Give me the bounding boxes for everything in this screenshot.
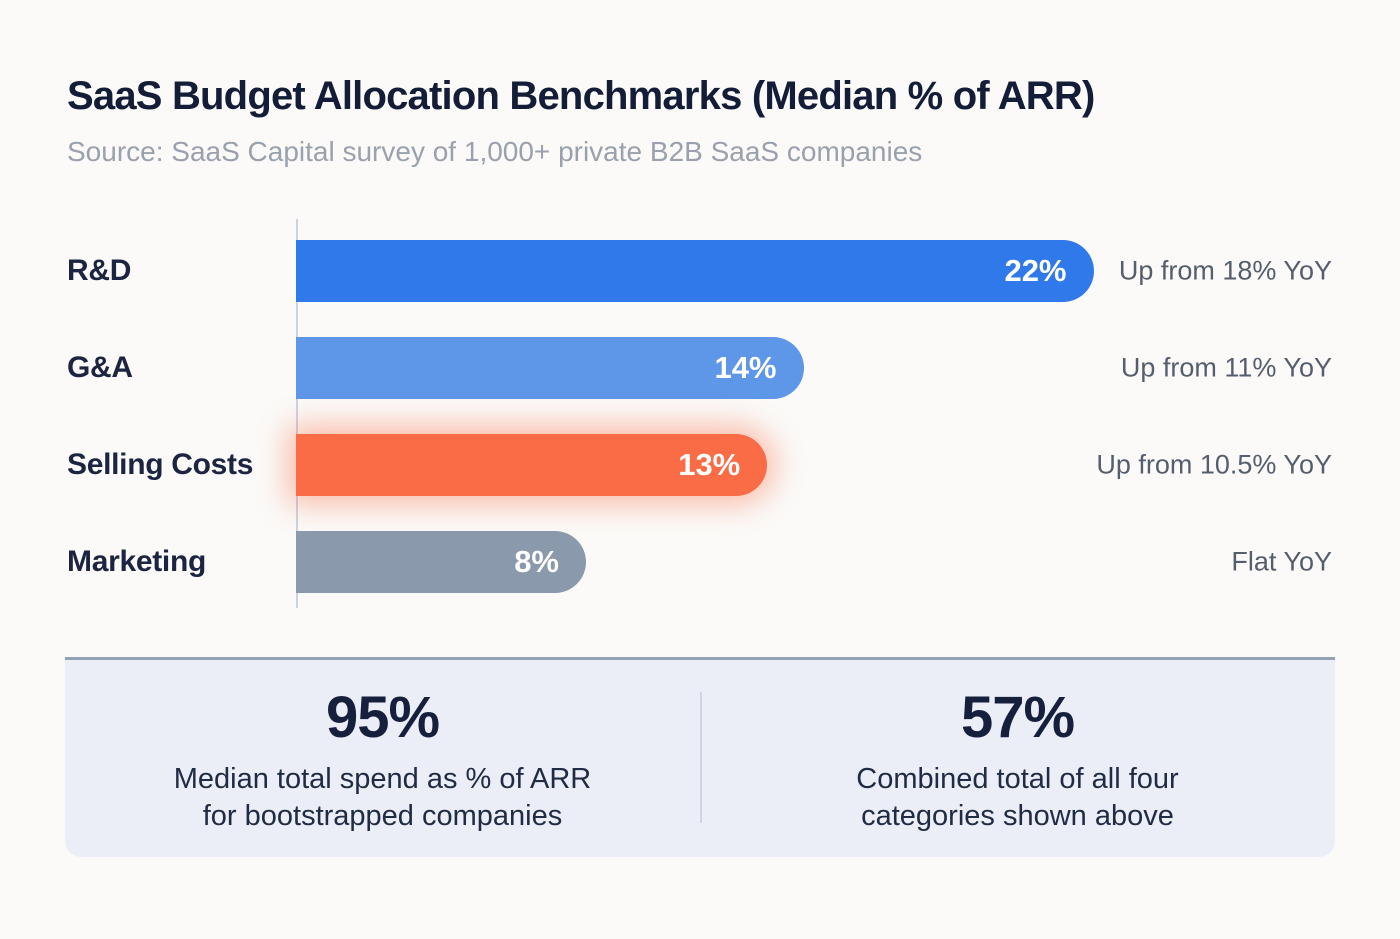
chart-row: Marketing 8% Flat YoY: [67, 513, 1332, 610]
category-label: R&D: [67, 253, 132, 287]
stat-caption-line: Combined total of all four: [856, 763, 1179, 795]
yoy-annotation: Up from 10.5% YoY: [1096, 449, 1332, 479]
category-label: G&A: [67, 350, 133, 384]
yoy-annotation: Up from 11% YoY: [1120, 352, 1332, 382]
stat-value: 57%: [960, 685, 1075, 750]
source-subtitle: Source: SaaS Capital survey of 1,000+ pr…: [67, 136, 923, 167]
yoy-annotation: Flat YoY: [1231, 546, 1332, 576]
chart-row: R&D 22% Up from 18% YoY: [67, 222, 1332, 319]
stats-container: 95% Median total spend as % of ARR for bo…: [65, 660, 1335, 857]
stat-caption-line: Median total spend as % of ARR: [173, 763, 592, 795]
stat-caption-line: categories shown above: [861, 800, 1174, 832]
stat-value: 95%: [325, 685, 440, 750]
bar: 22%: [296, 239, 1094, 302]
stat-caption: Median total spend as % of ARR for bootst…: [174, 761, 592, 835]
bar-value-label: 8%: [514, 543, 559, 579]
stat-caption: Combined total of all four categories sho…: [856, 761, 1178, 835]
chart-baseline: [296, 219, 298, 608]
bar-value-label: 13%: [678, 446, 741, 482]
chart-row: Selling Costs 13% Up from 10.5% YoY: [67, 416, 1332, 513]
category-label: Selling Costs: [67, 447, 254, 481]
bar-value-label: 22%: [1004, 252, 1067, 288]
budget-bar-chart: R&D 22% Up from 18% YoY G&A 14% Up from …: [67, 219, 1332, 610]
stats-divider: [700, 692, 702, 823]
bar-value-label: 14%: [714, 349, 777, 385]
yoy-annotation: Up from 18% YoY: [1118, 255, 1332, 285]
category-label: Marketing: [67, 544, 206, 578]
infographic-card: SaaS Budget Allocation Benchmarks (Media…: [65, 74, 1335, 857]
chart-row: G&A 14% Up from 11% YoY: [67, 319, 1332, 416]
bar: 14%: [296, 336, 804, 399]
chart-rows: R&D 22% Up from 18% YoY G&A 14% Up from …: [67, 222, 1332, 610]
summary-stats-panel: 95% Median total spend as % of ARR for bo…: [65, 657, 1335, 857]
page-title: SaaS Budget Allocation Benchmarks (Media…: [67, 74, 1095, 118]
stat-block: 57% Combined total of all four categories…: [700, 660, 1335, 857]
stat-caption-line: for bootstrapped companies: [202, 800, 563, 832]
bar: 13%: [296, 433, 768, 496]
stat-block: 95% Median total spend as % of ARR for bo…: [65, 660, 700, 857]
bar: 8%: [296, 530, 586, 593]
